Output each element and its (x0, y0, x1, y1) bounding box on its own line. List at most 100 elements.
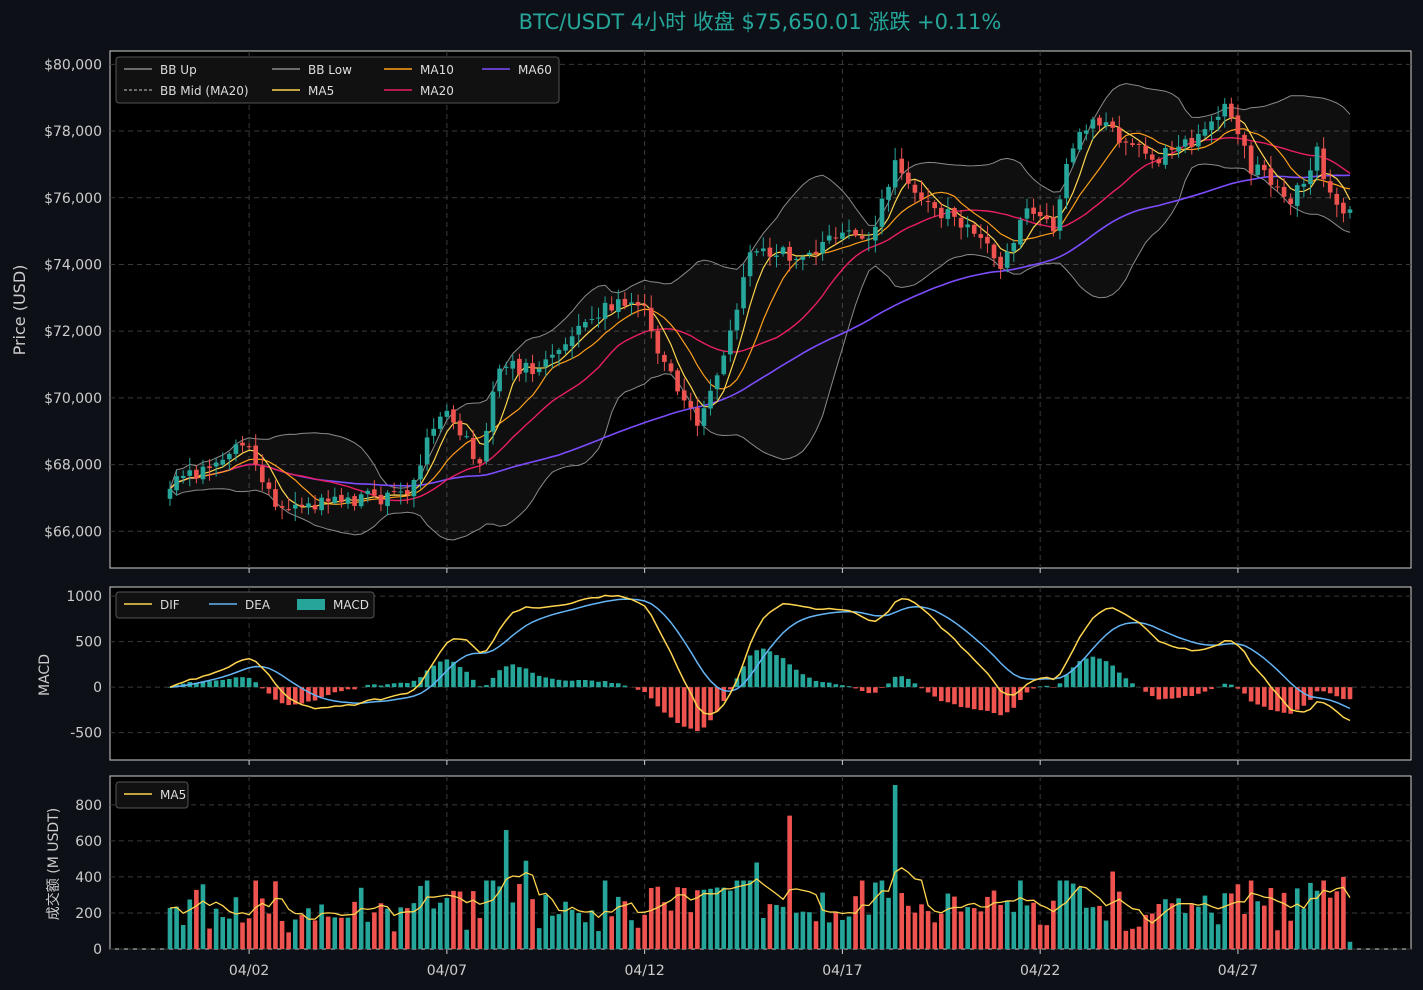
macd-bar (411, 680, 417, 688)
volume-ma-line (169, 867, 1351, 924)
candle-body (1110, 121, 1115, 128)
volume-bar (530, 899, 535, 949)
volume-bar (398, 907, 404, 949)
macd-bar (543, 677, 549, 688)
macd-bar (892, 676, 898, 688)
macd-bar (1301, 687, 1307, 706)
candle-body (1044, 215, 1050, 220)
macd-bar (391, 683, 397, 688)
macd-bar (991, 687, 997, 714)
candle-body (879, 198, 885, 227)
macd-bar (550, 678, 555, 688)
volume-y-ticks: 0 200 400 600 800 (75, 798, 102, 958)
macd-bar (1255, 687, 1261, 705)
x-axis-ticks: 04/02 04/07 04/12 04/17 04/22 04/27 (229, 568, 1258, 979)
volume-bar (906, 905, 911, 949)
macd-bar (200, 681, 206, 688)
candle-body (1209, 121, 1214, 130)
volume-bar (1255, 901, 1261, 949)
volume-bar (312, 920, 318, 949)
volume-bar (1347, 941, 1353, 949)
candle-body (332, 496, 338, 504)
volume-bar (451, 890, 456, 949)
candle-body (1321, 148, 1326, 180)
macd-bar (1156, 687, 1162, 700)
macd-bar (1229, 684, 1234, 688)
legend-label: BB Low (308, 63, 352, 77)
candle-body (892, 160, 898, 188)
macd-bar (213, 680, 219, 688)
x-tick-label: 04/07 (427, 963, 467, 979)
candle-body (760, 248, 766, 252)
macd-bar (714, 687, 720, 712)
volume-bar (1077, 887, 1083, 949)
candle-body (358, 494, 364, 507)
candle-body (754, 251, 760, 253)
candle-body (833, 237, 839, 239)
candle-body (1057, 199, 1063, 231)
volume-bar (1248, 880, 1254, 949)
volume-bar (1209, 912, 1214, 949)
volume-bar (220, 917, 226, 949)
macd-bar (1281, 687, 1287, 713)
macd-bar (484, 685, 489, 688)
volume-bar (714, 887, 720, 949)
volume-bar (1308, 882, 1313, 949)
candle-body (774, 255, 779, 257)
candle-body (194, 469, 199, 479)
candle-body (345, 497, 351, 504)
volume-bar (1242, 913, 1247, 949)
candle-body (180, 475, 186, 478)
volume-bar (629, 920, 634, 949)
candle-body (372, 489, 377, 496)
volume-bar (1024, 905, 1030, 949)
candle-body (266, 482, 272, 489)
volume-bar (998, 905, 1003, 949)
candle-body (437, 416, 443, 429)
candle-body (418, 465, 423, 480)
candle-body (978, 234, 984, 238)
macd-bar (734, 678, 740, 688)
volume-bar (365, 921, 371, 949)
volume-bar (1110, 871, 1115, 949)
candle-body (1182, 139, 1188, 147)
volume-bar (925, 911, 931, 949)
legend-label: BB Up (160, 63, 197, 77)
volume-bar (1176, 898, 1181, 949)
macd-bar (998, 687, 1003, 716)
macd-bar (1288, 687, 1293, 714)
macd-bar (1347, 687, 1353, 700)
volume-bar (899, 893, 905, 949)
macd-bar (1176, 687, 1181, 698)
candle-body (424, 437, 430, 464)
macd-bar (899, 676, 905, 688)
candle-body (1222, 103, 1228, 117)
candle-body (299, 504, 305, 507)
candle-body (576, 325, 582, 335)
volume-y-tick-label: 0 (93, 942, 102, 958)
macd-bar (352, 687, 357, 690)
macd-bar (747, 655, 753, 688)
macd-bar (405, 683, 410, 688)
macd-bar (1031, 687, 1036, 689)
candle-body (497, 368, 502, 392)
macd-bar (846, 686, 852, 688)
volume-bar (1143, 914, 1148, 949)
candle-body (912, 184, 918, 193)
x-tick-label: 04/12 (624, 963, 664, 979)
volume-bar (952, 896, 957, 949)
candle-body (339, 494, 344, 503)
volume-bar (728, 890, 733, 949)
volume-plot-area (109, 775, 1412, 950)
volume-bar (1334, 891, 1340, 949)
price-grid (110, 51, 1411, 568)
candle-body (510, 360, 516, 369)
macd-bar (1196, 687, 1201, 694)
volume-bar (1321, 880, 1326, 949)
volume-bar (497, 886, 502, 949)
volume-bar (1235, 884, 1241, 949)
volume-bar (1116, 891, 1122, 949)
candle-body (1149, 154, 1155, 160)
price-y-tick-label: $72,000 (44, 324, 102, 340)
